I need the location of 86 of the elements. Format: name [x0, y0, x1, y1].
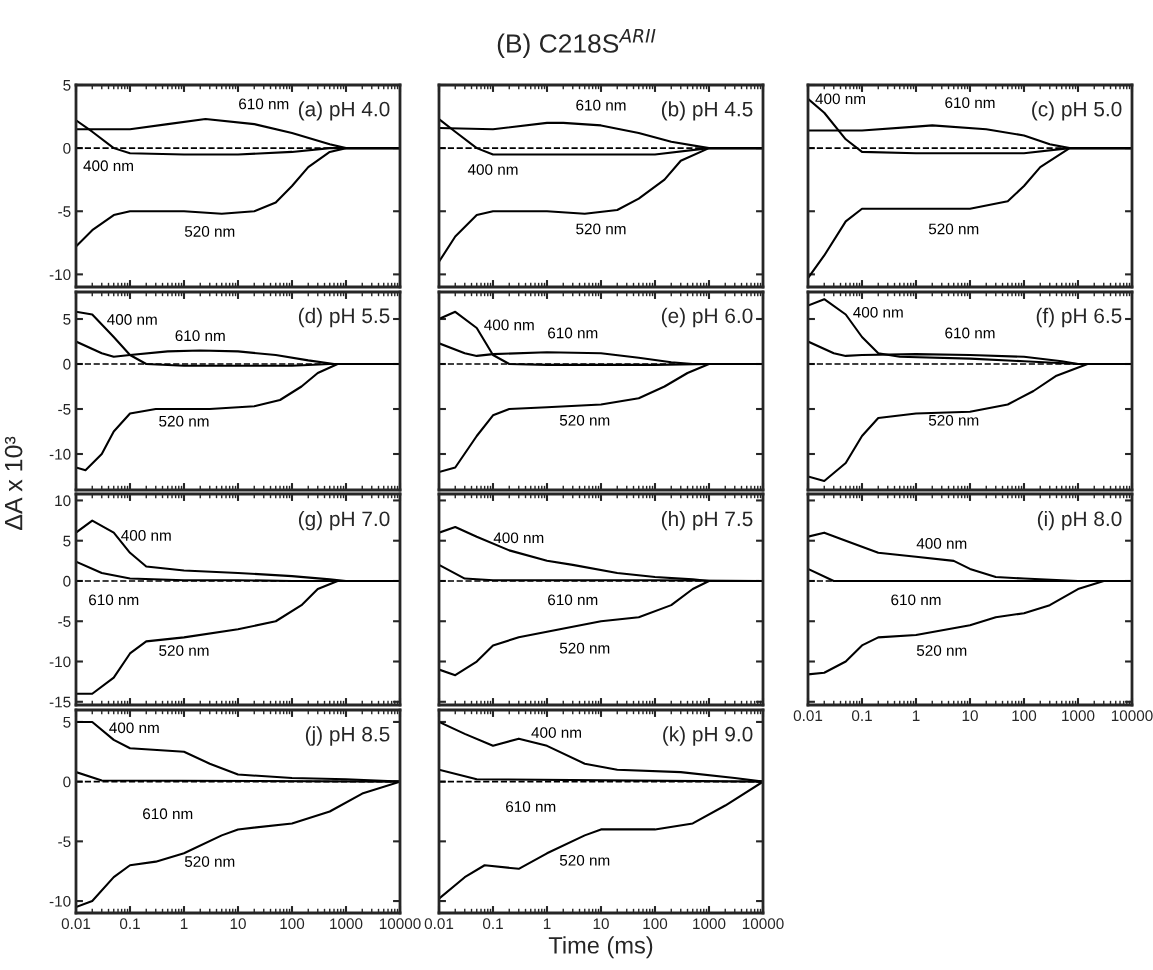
series-label: 610 nm [576, 99, 626, 111]
x-tick-label: 100 [643, 918, 668, 930]
series-label: 520 nm [916, 645, 967, 656]
series-label: 520 nm [559, 854, 610, 866]
x-tick-label: 10000 [1111, 710, 1153, 722]
x-tick-label: 1000 [330, 918, 363, 930]
series-label: 610 nm [891, 594, 941, 606]
text: (b) pH 4.5 [661, 101, 753, 121]
text: (B) C218S$^{ARII}$ [497, 29, 656, 59]
y-tick-label: -10 [49, 269, 71, 281]
y-tick-label: 10 [55, 495, 71, 507]
y-tick-label: -5 [58, 206, 71, 217]
text: (k) pH 9.0 [663, 726, 753, 746]
text: (i) pH 8.0 [1037, 510, 1122, 531]
x-tick-label: 0.1 [119, 918, 140, 930]
x-tick-label: 0.01 [793, 710, 823, 722]
x-tick-label: 10000 [379, 918, 421, 930]
y-axis-title: ΔA x 10³ [4, 436, 23, 530]
x-tick-label: 0.1 [482, 918, 503, 930]
x-tick-label: 10 [230, 918, 246, 930]
series-label: 400 nm [815, 93, 865, 105]
series-label: 610 nm [548, 327, 598, 339]
series-label: 610 nm [239, 98, 289, 110]
y-tick-label: 0 [63, 142, 71, 154]
x-tick-label: 0.01 [61, 918, 91, 930]
text: (j) pH 8.5 [305, 726, 390, 746]
series-label: 610 nm [548, 594, 598, 606]
text: (g) pH 7.0 [298, 510, 390, 531]
x-tick-label: 10000 [742, 918, 784, 930]
series-label: 520 nm [184, 226, 235, 237]
series-label: 610 nm [506, 801, 556, 813]
x-tick-label: 10 [593, 918, 609, 930]
series-label: 400 nm [853, 306, 903, 318]
series-label: 610 nm [945, 327, 995, 339]
y-tick-label: -10 [49, 448, 71, 460]
y-tick-label: 5 [63, 716, 71, 728]
text: (d) pH 5.5 [298, 307, 390, 328]
y-tick-label: 0 [63, 358, 71, 370]
x-tick-label: 1 [180, 918, 188, 929]
x-tick-label: 1000 [1062, 710, 1095, 722]
x-tick-label: 10 [962, 710, 978, 722]
y-tick-label: 5 [63, 314, 71, 325]
y-tick-label: -5 [58, 836, 71, 848]
x-tick-label: 1 [912, 710, 920, 721]
text: (h) pH 7.5 [661, 510, 753, 531]
series-label: 520 nm [159, 645, 209, 656]
y-tick-label: 5 [63, 535, 71, 547]
y-tick-label: -15 [49, 696, 71, 708]
x-tick-label: 1000 [693, 918, 726, 930]
series-label: 400 nm [916, 538, 967, 549]
series-label: 400 nm [484, 319, 534, 331]
series-label: 610 nm [143, 808, 193, 820]
series-label: 610 nm [945, 97, 995, 109]
text: (a) pH 4.0 [298, 101, 390, 121]
text: (c) pH 5.0 [1032, 101, 1122, 121]
series-label: 400 nm [531, 727, 581, 738]
y-tick-label: -5 [58, 616, 71, 627]
series-label: 520 nm [184, 856, 235, 867]
x-tick-label: 1 [543, 918, 551, 929]
series-label: 400 nm [121, 529, 171, 541]
x-axis-title: Time (ms) [548, 936, 653, 959]
series-label: 520 nm [559, 414, 610, 426]
text: (f) pH 6.5 [1036, 307, 1122, 328]
series-label: 400 nm [467, 164, 518, 175]
y-tick-label: 0 [63, 575, 71, 587]
y-tick-label: -5 [58, 404, 71, 415]
series-label: 610 nm [89, 594, 139, 606]
series-label: 400 nm [109, 722, 159, 734]
y-tick-label: -10 [49, 895, 71, 907]
y-tick-label: -10 [49, 656, 71, 668]
x-tick-label: 0.01 [424, 918, 454, 930]
series-label: 520 nm [159, 415, 209, 427]
text: (e) pH 6.0 [661, 307, 753, 328]
x-tick-label: 0.1 [851, 710, 872, 722]
series-label: 400 nm [83, 160, 133, 172]
x-tick-label: 100 [280, 918, 305, 930]
y-tick-label: 5 [63, 80, 71, 91]
series-label: 520 nm [559, 642, 610, 654]
series-label: 520 nm [928, 414, 979, 426]
series-label: 400 nm [493, 532, 544, 544]
series-label: 520 nm [576, 223, 626, 235]
series-label: 400 nm [107, 314, 157, 325]
x-tick-label: 100 [1012, 710, 1037, 722]
series-label: 520 nm [928, 223, 979, 235]
y-tick-label: 0 [63, 776, 71, 788]
series-label: 610 nm [175, 330, 225, 342]
